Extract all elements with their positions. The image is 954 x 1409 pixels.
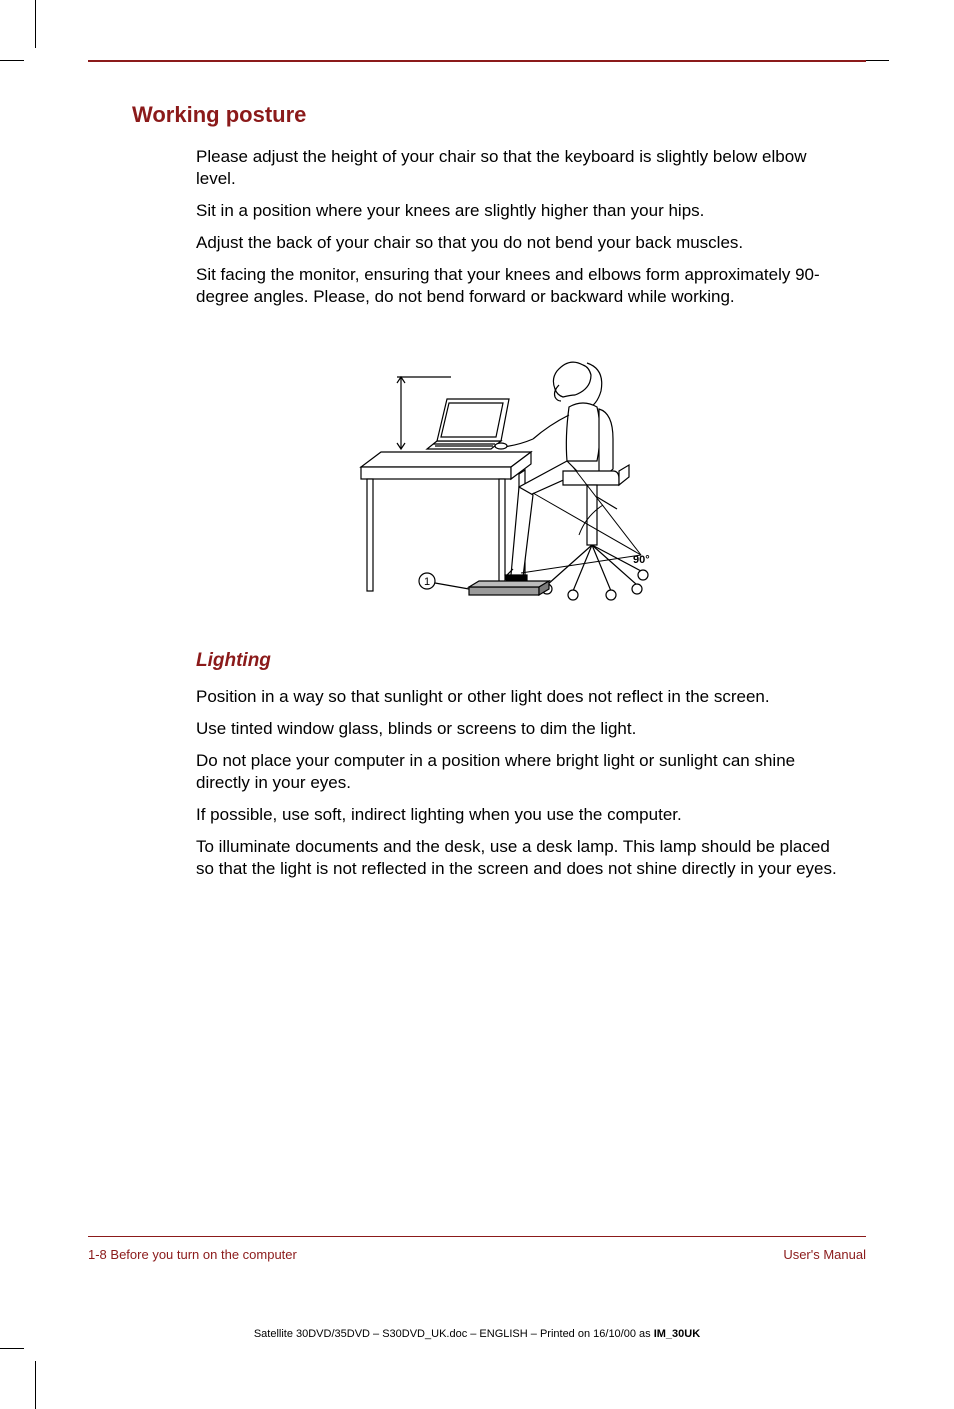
heading-lighting: Lighting xyxy=(196,650,866,672)
paragraph: Do not place your computer in a position… xyxy=(196,750,848,794)
crop-mark xyxy=(0,1348,24,1349)
paragraph: Sit facing the monitor, ensuring that yo… xyxy=(196,264,848,308)
print-bold: IM_30UK xyxy=(654,1328,700,1340)
page-footer: 1-8 Before you turn on the computer User… xyxy=(88,1236,866,1262)
print-info-line: Satellite 30DVD/35DVD – S30DVD_UK.doc – … xyxy=(88,1328,866,1340)
crop-mark xyxy=(35,0,36,48)
angle-label: 90° xyxy=(633,554,650,566)
crop-mark xyxy=(865,60,889,61)
footer-left: 1-8 Before you turn on the computer xyxy=(88,1247,297,1262)
posture-diagram-svg: 90° 1 xyxy=(341,337,721,617)
paragraph: Adjust the back of your chair so that yo… xyxy=(196,232,848,254)
callout-number: 1 xyxy=(424,576,430,588)
posture-figure: 90° 1 xyxy=(196,337,866,622)
working-posture-body: Please adjust the height of your chair s… xyxy=(196,146,848,309)
page-content: Working posture Please adjust the height… xyxy=(88,60,866,890)
paragraph: Sit in a position where your knees are s… xyxy=(196,200,848,222)
paragraph: Use tinted window glass, blinds or scree… xyxy=(196,718,848,740)
paragraph: Position in a way so that sunlight or ot… xyxy=(196,686,848,708)
paragraph: Please adjust the height of your chair s… xyxy=(196,146,848,190)
heading-working-posture: Working posture xyxy=(132,102,866,128)
paragraph: If possible, use soft, indirect lighting… xyxy=(196,804,848,826)
top-horizontal-rule xyxy=(88,60,866,62)
print-prefix: Satellite 30DVD/35DVD – S30DVD_UK.doc – … xyxy=(254,1328,654,1340)
footer-rule xyxy=(88,1236,866,1237)
footer-right: User's Manual xyxy=(783,1247,866,1262)
crop-mark xyxy=(35,1361,36,1409)
crop-mark xyxy=(0,60,24,61)
paragraph: To illuminate documents and the desk, us… xyxy=(196,836,848,880)
lighting-body: Position in a way so that sunlight or ot… xyxy=(196,686,848,881)
